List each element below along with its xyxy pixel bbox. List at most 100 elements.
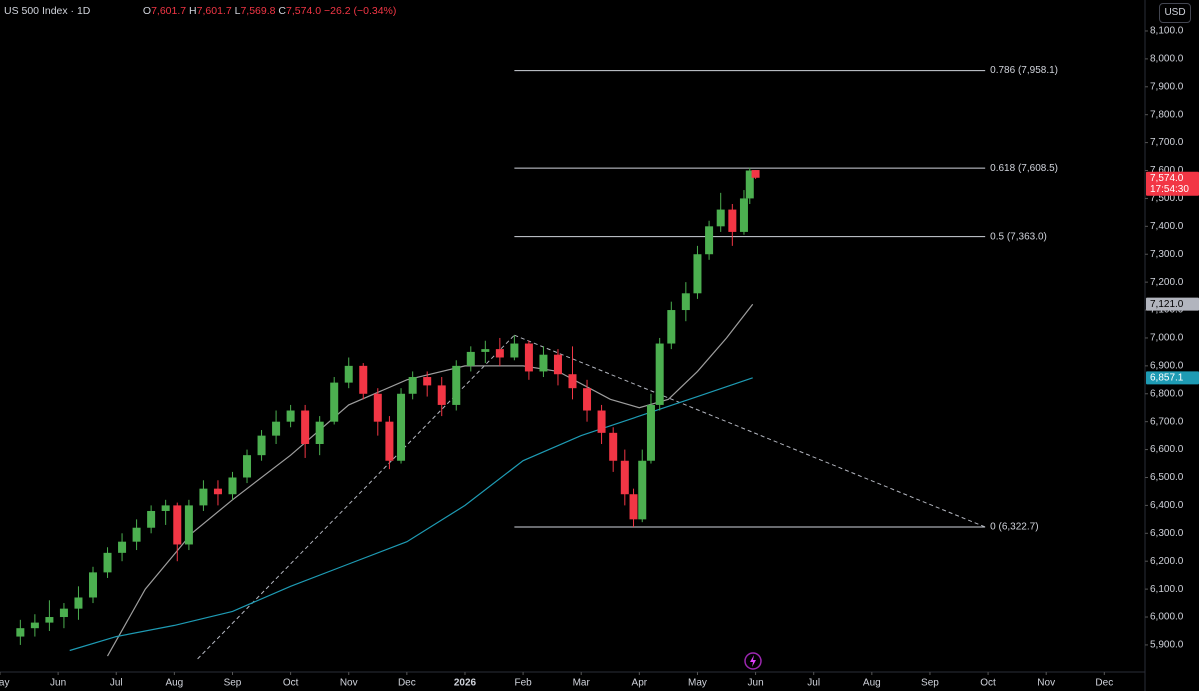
candle [213, 480, 222, 506]
candle-body [609, 432, 618, 461]
level-label: 0.5 (7,363.0) [990, 231, 1047, 242]
candle [118, 533, 127, 562]
ohlc-label: O [142, 5, 152, 17]
candle-body [397, 393, 406, 461]
candle-body [597, 410, 606, 433]
y-tick-label: 7,600.0 [1150, 165, 1184, 176]
ma-line [106, 303, 754, 657]
candle [344, 357, 353, 389]
candle-body [257, 435, 266, 456]
candle [373, 388, 382, 436]
level-label: 0.786 (7,958.1) [990, 65, 1058, 76]
y-tick-label: 5,900.0 [1150, 640, 1184, 651]
x-tick-label: Mar [573, 678, 591, 689]
candle [728, 204, 737, 246]
price-tag-time: 17:54:30 [1150, 184, 1189, 195]
candle [481, 340, 490, 364]
candle-body [118, 541, 127, 553]
candle [199, 480, 208, 511]
symbol: US 500 Index · 1D [4, 5, 91, 17]
y-tick-label: 6,700.0 [1150, 416, 1184, 427]
candle-body [45, 617, 54, 623]
x-tick-label: Nov [340, 678, 358, 689]
x-tick-label: Jun [50, 678, 66, 689]
x-tick-label: 2026 [454, 678, 477, 689]
currency-button[interactable]: USD [1159, 3, 1191, 23]
candle [301, 404, 310, 458]
candle-body [330, 382, 339, 422]
candle [243, 449, 252, 484]
header: US 500 Index · 1D O7,601.7 H7,601.7 L7,5… [4, 5, 396, 17]
ohlc: O7,601.7 H7,601.7 L7,569.8 C7,574.0 [143, 5, 324, 17]
candle [132, 519, 141, 551]
candle-body [739, 198, 748, 232]
candle-body [466, 351, 475, 366]
x-tick-label: Oct [283, 678, 299, 689]
candle [524, 340, 533, 380]
candle [620, 449, 629, 506]
candle-body [228, 477, 237, 495]
candle-body [243, 455, 252, 478]
candle-body [359, 365, 368, 394]
candle [385, 416, 394, 470]
y-tick-label: 7,400.0 [1150, 221, 1184, 232]
x-tick-label: Dec [1095, 678, 1113, 689]
candle-body [524, 343, 533, 372]
candle-body [103, 552, 112, 573]
candle-body [705, 226, 714, 255]
candle-body [199, 488, 208, 506]
candle-body [74, 597, 83, 609]
candle [161, 499, 170, 525]
price-tag-label: 7,121.0 [1150, 299, 1184, 310]
ohlc-label: L [234, 5, 241, 17]
ohlc-value: 7,569.8 [240, 5, 276, 17]
candle [510, 335, 519, 361]
candle-body [539, 354, 548, 372]
ohlc-label: C [278, 5, 287, 17]
x-tick-label: Nov [1037, 678, 1055, 689]
price-tag-label: 7,574.0 [1150, 173, 1184, 184]
candle-body [301, 410, 310, 444]
y-tick-label: 6,500.0 [1150, 472, 1184, 483]
candle [286, 404, 295, 428]
candle [568, 346, 577, 400]
candle [466, 346, 475, 372]
y-tick-label: 6,600.0 [1150, 444, 1184, 455]
y-tick-label: 6,100.0 [1150, 584, 1184, 595]
candle-body [681, 293, 690, 311]
y-tick-label: 6,900.0 [1150, 361, 1184, 372]
candle [173, 502, 182, 562]
y-tick-label: 8,100.0 [1150, 26, 1184, 37]
ma-line [69, 377, 753, 652]
ohlc-value: 7,601.7 [196, 5, 232, 17]
x-tick-label: Sep [921, 678, 939, 689]
x-tick-label: Sep [224, 678, 242, 689]
y-tick-label: 7,000.0 [1150, 333, 1184, 344]
candle [667, 301, 676, 350]
trendline [514, 334, 986, 528]
candle-body [213, 488, 222, 495]
candle [272, 410, 281, 444]
candle [553, 349, 562, 386]
candle-body [315, 421, 324, 444]
candle [495, 337, 504, 366]
x-tick-label: Feb [514, 678, 532, 689]
y-tick-label: 6,200.0 [1150, 556, 1184, 567]
candle [597, 404, 606, 444]
candle [452, 360, 461, 411]
candle [646, 393, 655, 464]
candle [693, 245, 702, 299]
candle-body [646, 404, 655, 461]
candle [330, 377, 339, 425]
lightning-icon[interactable] [744, 652, 762, 670]
candle-body [495, 349, 504, 358]
candle-body [693, 254, 702, 294]
y-tick-label: 7,700.0 [1150, 137, 1184, 148]
candle-body [373, 393, 382, 422]
y-tick-label: 6,300.0 [1150, 528, 1184, 539]
candle-body [423, 377, 432, 386]
candle-body [147, 510, 156, 528]
candle-body [132, 527, 141, 542]
candle [45, 600, 54, 631]
